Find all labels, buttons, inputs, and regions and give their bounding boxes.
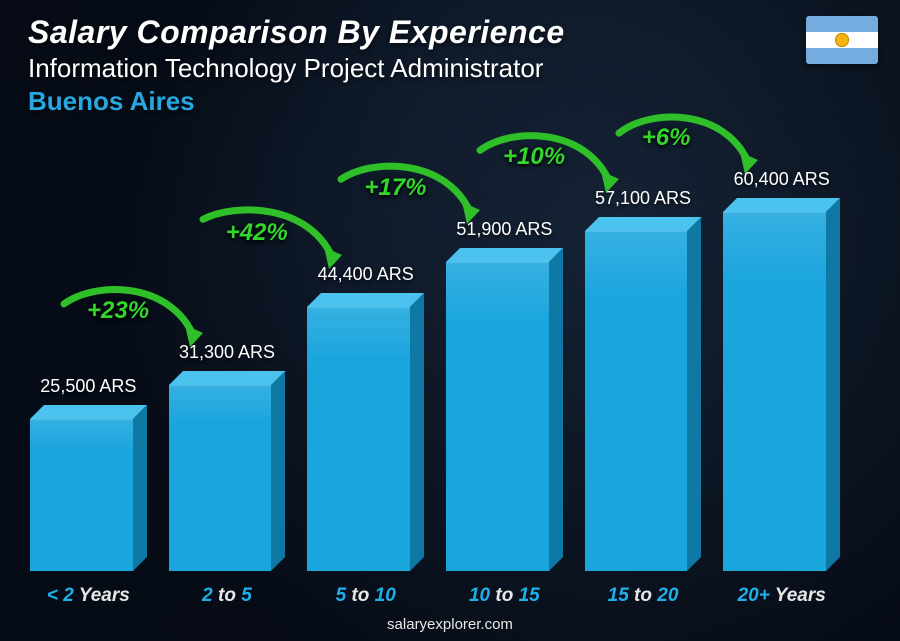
title-line-1: Salary Comparison By Experience <box>28 14 780 51</box>
bar-value-label: 25,500 ARS <box>7 376 170 397</box>
increase-arrow-icon <box>58 285 208 345</box>
xlabel-to-word: to <box>213 585 242 606</box>
bar-chart: 25,500 ARS31,300 ARS+23%44,400 ARS+42%51… <box>30 150 840 571</box>
xlabel-to-word: to <box>629 585 658 606</box>
infographic-stage: Salary Comparison By Experience Informat… <box>0 0 900 641</box>
bar-value-label: 57,100 ARS <box>561 188 724 209</box>
bar-front-face <box>30 419 133 571</box>
x-axis-label: < 2 Years <box>30 585 147 607</box>
bar-top-face <box>723 198 840 212</box>
bar-top-face <box>307 293 424 307</box>
flag-stripe-bottom <box>806 48 878 64</box>
title-line-2: Information Technology Project Administr… <box>28 53 780 84</box>
bar-side-face <box>826 198 840 571</box>
bar-front-face <box>723 212 826 571</box>
bar-side-face <box>549 248 563 571</box>
increase-arrow-icon <box>613 112 763 172</box>
xlabel-value: 20+ <box>738 585 770 606</box>
bar-top-face <box>446 248 563 262</box>
xlabel-from: 2 <box>202 585 213 606</box>
bar-value-label: 51,900 ARS <box>423 219 586 240</box>
xlabel-from: 10 <box>469 585 490 606</box>
xlabel-to: 15 <box>519 585 540 606</box>
bar-side-face <box>410 293 424 571</box>
xlabel-to: 5 <box>241 585 252 606</box>
x-axis-label: 2 to 5 <box>169 585 286 607</box>
bar <box>169 385 286 571</box>
bar-slot: 57,100 ARS+10% <box>585 150 702 571</box>
header-block: Salary Comparison By Experience Informat… <box>28 14 780 117</box>
xlabel-from: 5 <box>336 585 347 606</box>
bar-side-face <box>271 371 285 571</box>
x-axis-label: 15 to 20 <box>585 585 702 607</box>
xlabel-value: < 2 <box>47 585 74 606</box>
xlabel-unit: Years <box>74 585 130 606</box>
x-axis: < 2 Years2 to 55 to 1010 to 1515 to 2020… <box>30 585 840 607</box>
xlabel-from: 15 <box>608 585 629 606</box>
bar-front-face <box>169 385 272 571</box>
bar-slot: 25,500 ARS <box>30 150 147 571</box>
bar-top-face <box>585 217 702 231</box>
flag-stripe-top <box>806 16 878 32</box>
xlabel-unit: Years <box>770 585 826 606</box>
bar <box>446 262 563 571</box>
increase-arrow-icon <box>335 162 485 222</box>
bar-slot: 60,400 ARS+6% <box>723 150 840 571</box>
x-axis-label: 20+ Years <box>723 585 840 607</box>
x-axis-label: 10 to 15 <box>446 585 563 607</box>
bar-slot: 51,900 ARS+17% <box>446 150 563 571</box>
xlabel-to: 20 <box>657 585 678 606</box>
argentina-flag-icon <box>806 16 878 64</box>
bar-value-label: 44,400 ARS <box>284 264 447 285</box>
increase-arrow-icon <box>197 207 347 267</box>
bar-front-face <box>307 307 410 571</box>
increase-arrow-icon <box>474 131 624 191</box>
xlabel-to-word: to <box>490 585 519 606</box>
xlabel-to: 10 <box>375 585 396 606</box>
footer-attribution: salaryexplorer.com <box>0 616 900 633</box>
bar-top-face <box>30 405 147 419</box>
bar-front-face <box>585 231 688 571</box>
bar-side-face <box>687 217 701 571</box>
bar <box>585 231 702 571</box>
bar-value-label: 31,300 ARS <box>145 342 308 363</box>
bar <box>723 212 840 571</box>
bar-value-label: 60,400 ARS <box>700 169 863 190</box>
bar <box>30 419 147 571</box>
bar-front-face <box>446 262 549 571</box>
bar <box>307 307 424 571</box>
flag-sun-icon <box>835 33 849 47</box>
xlabel-to-word: to <box>346 585 375 606</box>
bar-side-face <box>133 405 147 571</box>
bar-top-face <box>169 371 286 385</box>
x-axis-label: 5 to 10 <box>307 585 424 607</box>
